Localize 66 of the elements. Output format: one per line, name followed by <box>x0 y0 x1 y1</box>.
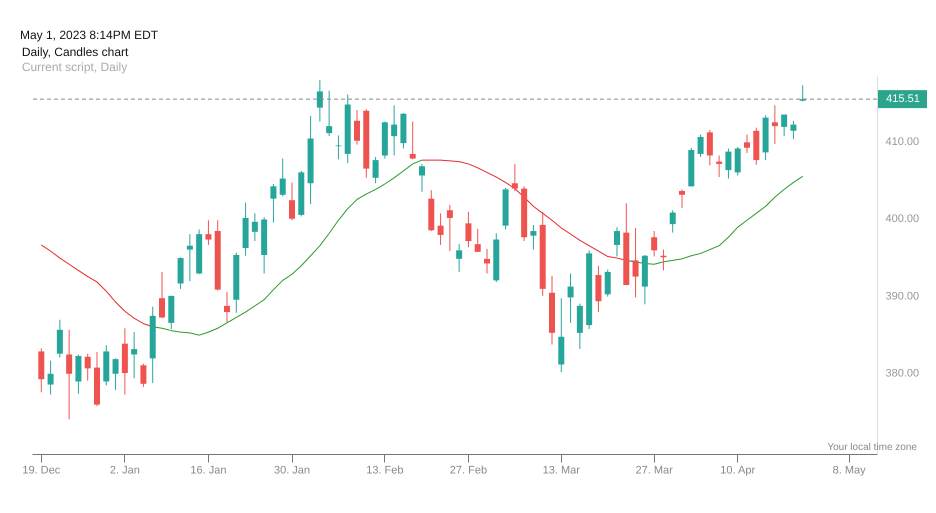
y-tick-label: 400.00 <box>886 213 920 226</box>
y-tick-label: 410.00 <box>886 136 920 148</box>
candlestick <box>790 120 796 140</box>
candlestick <box>474 228 481 252</box>
ref-line-label: 415.51 <box>886 93 920 106</box>
candlestick <box>670 210 676 234</box>
candlestick <box>446 204 453 252</box>
chart-subtitle: Current script, Daily <box>22 60 128 74</box>
y-tick-label: 380.00 <box>886 368 920 380</box>
candlestick <box>205 220 212 246</box>
candlestick <box>744 134 750 154</box>
candlestick <box>725 148 732 180</box>
candlestick <box>410 121 416 160</box>
x-tick-label: 2. Jan <box>110 464 140 476</box>
text: May 1, 2023 8:14PM EDT <box>20 28 158 42</box>
candlestick <box>270 184 276 224</box>
candlestick <box>698 134 704 158</box>
candlestick <box>326 90 332 137</box>
candlestick <box>112 358 119 390</box>
candlestick <box>391 104 398 156</box>
candlestick <box>289 182 295 221</box>
candlestick <box>530 224 536 250</box>
candlestick <box>512 163 518 192</box>
x-tick-label: 27. Feb <box>450 464 488 476</box>
candlestick <box>48 360 54 396</box>
candlestick <box>84 353 91 382</box>
candlestick <box>734 146 741 176</box>
candlestick <box>66 329 72 420</box>
candlestick <box>140 363 146 388</box>
x-tick-label: 27. Mar <box>635 464 674 476</box>
chart-title: Daily, Candles chart <box>22 45 129 59</box>
x-tick-label: 13. Feb <box>366 464 404 476</box>
candlestick <box>465 211 472 248</box>
x-tick-label: 10. Apr <box>720 464 756 476</box>
candlestick <box>604 269 611 298</box>
x-tick-label: 16. Jan <box>190 464 226 476</box>
candlestick <box>679 188 685 208</box>
candlestick <box>716 154 722 178</box>
x-tick-label: 19. Dec <box>22 464 61 476</box>
candlestick <box>252 212 258 242</box>
y-tick-label: 390.00 <box>886 290 920 302</box>
candlestick <box>354 109 360 146</box>
candlestick <box>419 163 425 192</box>
candlestick <box>651 230 658 258</box>
x-tick-label: 8. May <box>832 464 866 476</box>
candlestick <box>568 272 574 324</box>
candlestick <box>131 332 138 379</box>
candlestick <box>224 292 230 323</box>
candlestick <box>186 234 193 282</box>
candlestick <box>772 104 778 144</box>
x-tick-label: 13. Mar <box>542 464 580 476</box>
candlestick <box>660 249 666 271</box>
candlestick <box>56 319 63 358</box>
x-tick-label: 30. Jan <box>274 464 310 476</box>
candlestick <box>614 226 620 258</box>
candlestick <box>484 248 490 274</box>
candlestick <box>456 244 462 272</box>
candlestick <box>316 79 323 122</box>
annotation: Your local time zone <box>827 442 918 453</box>
candlestick <box>781 114 788 137</box>
candlestick <box>280 158 286 197</box>
candlestick <box>159 271 165 319</box>
candlestick <box>632 227 639 298</box>
candlestick <box>438 212 444 246</box>
candlestick <box>706 130 713 166</box>
candlestick <box>372 156 379 184</box>
